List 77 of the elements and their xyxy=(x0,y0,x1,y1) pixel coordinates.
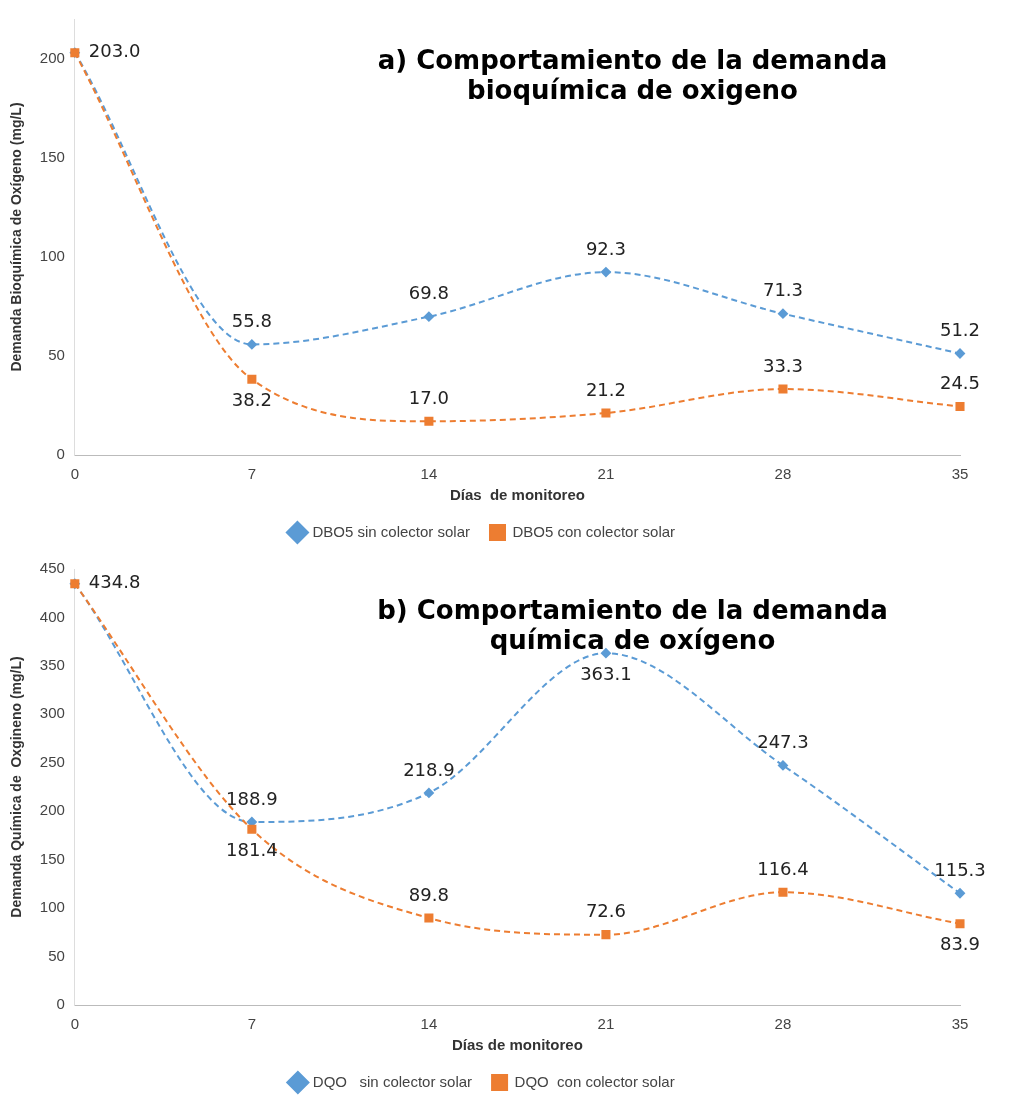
data-label: 72.6 xyxy=(585,900,626,922)
x-tick-label: 7 xyxy=(247,1015,257,1033)
x-tick-label: 0 xyxy=(70,1015,79,1033)
legend-label: DQO sin colector solar xyxy=(312,1072,473,1090)
point xyxy=(424,913,434,923)
data-label: 116.4 xyxy=(757,857,809,879)
x-tick-label: 35 xyxy=(951,465,969,483)
point xyxy=(247,374,257,384)
point xyxy=(600,267,611,278)
point xyxy=(778,887,788,897)
data-label: 21.2 xyxy=(585,378,626,400)
point xyxy=(247,824,257,834)
data-label: 188.9 xyxy=(226,787,278,809)
data-label: 83.9 xyxy=(939,933,981,955)
y-tick-label: 200 xyxy=(39,801,65,819)
point xyxy=(601,930,611,940)
x-tick-label: 21 xyxy=(597,465,615,483)
point xyxy=(955,888,965,899)
point xyxy=(423,787,434,798)
data-label: 17.0 xyxy=(408,386,449,408)
data-label: 69.8 xyxy=(408,282,449,304)
data-label: 203.0 xyxy=(88,40,141,62)
y-tick-label: 50 xyxy=(48,946,65,964)
point xyxy=(777,760,788,771)
x-tick-label: 35 xyxy=(951,1015,969,1033)
text: a) Comportamiento de la demanda bioquímica de oxigeno xyxy=(377,44,888,105)
legend-label: DBO5 sin colector solar xyxy=(312,522,470,540)
data-label: 92.3 xyxy=(585,237,626,259)
x-tick-label: 14 xyxy=(420,465,438,483)
x-tick-label: 14 xyxy=(420,1015,438,1033)
data-label: 434.8 xyxy=(88,571,141,593)
data-label: 55.8 xyxy=(231,310,272,332)
data-label: 89.8 xyxy=(408,883,449,905)
x-tick-label: 7 xyxy=(247,465,257,483)
x-tick-label: 21 xyxy=(597,1015,615,1033)
data-label: 33.3 xyxy=(762,354,803,376)
y-tick-label: 100 xyxy=(39,246,65,264)
point xyxy=(424,416,434,426)
point xyxy=(955,401,965,411)
data-label: 24.5 xyxy=(939,372,981,394)
x-tick-label: 28 xyxy=(774,465,792,483)
y-tick-label: 0 xyxy=(56,445,65,463)
data-label: 38.2 xyxy=(231,388,272,410)
y-tick-label: 50 xyxy=(48,346,65,364)
y-tick-label: 200 xyxy=(39,48,65,66)
legend-label: DBO5 con colector solar xyxy=(512,522,676,540)
text: b) Comportamiento de la demanda química de oxígeno xyxy=(377,594,888,655)
data-label: 115.3 xyxy=(934,858,986,880)
y-tick-label: 450 xyxy=(39,559,65,577)
point xyxy=(601,408,611,418)
legend-label: DQO con colector solar xyxy=(514,1072,675,1090)
y-tick-label: 250 xyxy=(39,752,65,770)
data-label: 51.2 xyxy=(939,319,981,341)
y-tick-label: 150 xyxy=(39,147,65,165)
point xyxy=(955,348,965,359)
y-tick-label: 0 xyxy=(56,995,65,1013)
point xyxy=(246,339,257,350)
y-tick-label: 300 xyxy=(39,704,65,722)
y-tick-label: 400 xyxy=(39,607,65,625)
data-label: 218.9 xyxy=(403,758,455,780)
data-label: 363.1 xyxy=(580,662,632,684)
y-axis-title: Demanda Bioquímica de Oxígeno (mg/L) xyxy=(8,102,25,372)
point xyxy=(423,311,434,322)
data-label: 181.4 xyxy=(226,838,278,860)
x-axis-title: Días de monitoreo xyxy=(451,1036,583,1054)
x-tick-label: 28 xyxy=(774,1015,792,1033)
data-label: 247.3 xyxy=(757,731,809,753)
point xyxy=(955,919,965,929)
x-tick-label: 0 xyxy=(70,465,79,483)
y-tick-label: 100 xyxy=(39,898,65,916)
point xyxy=(778,384,788,394)
y-tick-label: 150 xyxy=(39,849,65,867)
point xyxy=(777,308,788,319)
data-label: 71.3 xyxy=(762,279,803,301)
x-axis-title: Días de monitoreo xyxy=(449,486,585,504)
y-tick-label: 350 xyxy=(39,656,65,674)
y-axis-title: Demanda Química de Oxgineno (mg/L) xyxy=(8,656,25,918)
